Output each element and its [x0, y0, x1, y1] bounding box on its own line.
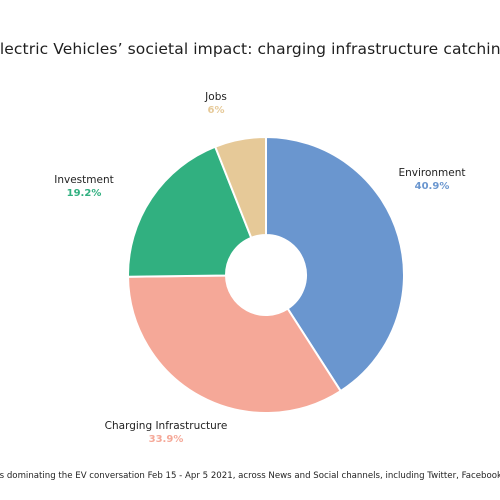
- slice-value-investment: 19.2%: [67, 188, 102, 199]
- slice-value-environment: 40.9%: [415, 181, 450, 192]
- slice-value-jobs: 6%: [208, 105, 225, 116]
- slice-charging-infrastructure: [126, 274, 343, 414]
- slice-label-jobs: Jobs: [204, 91, 227, 103]
- slice-jobs: [213, 135, 267, 240]
- slice-investment: [127, 145, 253, 278]
- slice-label-investment: Investment: [54, 174, 113, 186]
- chart-title: Electric Vehicles’ societal impact: char…: [0, 40, 500, 58]
- slice-value-charging-infrastructure: 33.9%: [149, 434, 184, 445]
- slice-label-environment: Environment: [398, 167, 465, 179]
- slice-label-charging-infrastructure: Charging Infrastructure: [105, 420, 228, 432]
- chart-footnote: Themes dominating the EV conversation Fe…: [0, 471, 500, 481]
